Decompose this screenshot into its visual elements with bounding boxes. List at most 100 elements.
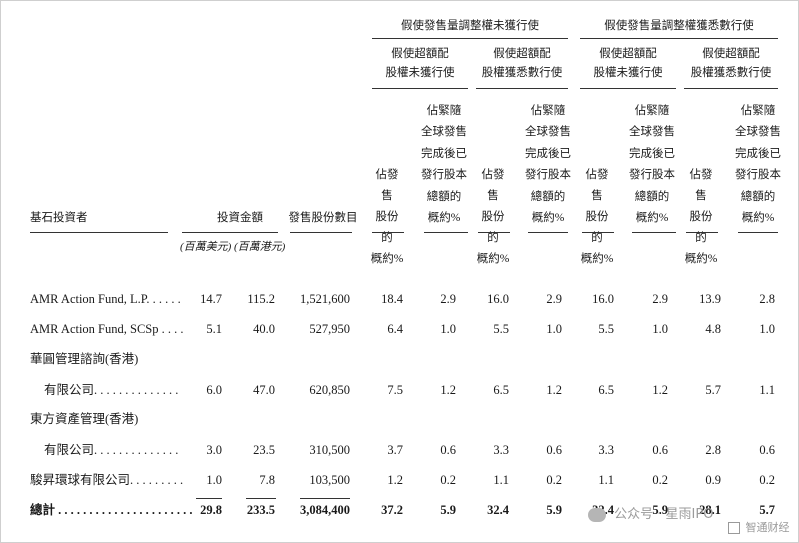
rule-investment (182, 232, 278, 233)
cell-pct: 0.2 (652, 473, 668, 487)
rule-sub-3 (580, 88, 676, 89)
cell-pct: 2.8 (759, 292, 775, 306)
col-pct-offer-3: 佔發售 股份的 概約% (580, 169, 614, 265)
col-shares: 發售股份數目 (288, 212, 358, 224)
cell-pct: 0.6 (546, 443, 562, 457)
col-pct-offer-4: 佔發售 股份的 概約% (684, 169, 718, 265)
cell-pct: 1.2 (440, 383, 456, 397)
cell-hkd: 47.0 (253, 383, 275, 397)
cell-pct: 1.1 (759, 383, 775, 397)
cell-pct: 5.7 (705, 383, 721, 397)
cell-pct: 1.1 (598, 473, 614, 487)
cell-pct: 5.5 (598, 322, 614, 336)
cell-pct: 2.9 (440, 292, 456, 306)
col-investment: 投資金額 (217, 212, 263, 224)
cell-pct: 0.2 (546, 473, 562, 487)
cell-pct: 16.0 (487, 292, 509, 306)
logo-icon (728, 522, 740, 534)
unit-hkd: (百萬港元) (234, 241, 286, 253)
cell-pct: 4.8 (705, 322, 721, 336)
subheader-overallot-full-2: 假使超額配 股權獲悉數行使 (690, 48, 772, 79)
rule-c1 (372, 232, 404, 233)
cell-pct: 3.7 (387, 443, 403, 457)
rule-group-full (580, 38, 778, 39)
cell-pct: 2.9 (546, 292, 562, 306)
cell-pct: 0.6 (652, 443, 668, 457)
rule-total-top-shares (300, 498, 350, 499)
subheader-overallot-full-1: 假使超額配 股權獲悉數行使 (481, 48, 563, 79)
cell-pct: 5.5 (493, 322, 509, 336)
cell-pct: 1.2 (387, 473, 403, 487)
rule-c4 (528, 232, 568, 233)
cell-pct: 18.4 (381, 292, 403, 306)
rule-sub-2 (476, 88, 568, 89)
cell-pct: 3.3 (598, 443, 614, 457)
investor-name: AMR Action Fund, L.P. . . . . . (30, 292, 181, 306)
investor-name-line1: 東方資產管理(香港) (30, 412, 139, 426)
cell-hkd: 23.5 (253, 443, 275, 457)
cell-pct: 7.5 (387, 383, 403, 397)
cell-pct: 6.4 (387, 322, 403, 336)
cell-pct: 0.2 (759, 473, 775, 487)
logo-text: 智通财经 (745, 521, 790, 534)
group-header-fully-exercised: 假使發售量調整權獲悉數行使 (604, 20, 754, 32)
cell-hkd: 40.0 (253, 322, 275, 336)
cell-pct: 16.0 (592, 292, 614, 306)
investor-name: AMR Action Fund, SCSp . . . . (30, 322, 184, 336)
subheader-overallot-not-1: 假使超額配 股權未獲行使 (385, 48, 455, 79)
cell-shares: 620,850 (309, 383, 350, 397)
cell-pct: 6.5 (493, 383, 509, 397)
watermark-logo: 智通财经 (728, 519, 790, 535)
cell-hkd: 7.8 (259, 473, 275, 487)
rule-total-top-usd (196, 498, 222, 499)
cell-shares: 103,500 (309, 473, 350, 487)
cell-pct: 0.9 (705, 473, 721, 487)
total-pct: 37.2 (381, 503, 403, 517)
rule-total-top-hkd (246, 498, 276, 499)
col-pct-total-3: 佔緊隨 全球發售 完成後已 發行股本 總額的 概約% (629, 105, 675, 225)
cell-pct: 3.3 (493, 443, 509, 457)
total-pct: 5.7 (759, 503, 775, 517)
total-label: 總計 . . . . . . . . . . . . . . . . . . .… (30, 503, 193, 517)
cell-shares: 1,521,600 (300, 292, 350, 306)
col-pct-offer-1: 佔發售 股份的 概約% (370, 169, 404, 265)
cell-pct: 0.6 (440, 443, 456, 457)
rule-sub-1 (372, 88, 468, 89)
rule-shares (290, 232, 352, 233)
subheader-overallot-not-2: 假使超額配 股權未獲行使 (593, 48, 663, 79)
cell-pct: 1.2 (652, 383, 668, 397)
rule-c8 (738, 232, 778, 233)
total-pct: 32.4 (487, 503, 509, 517)
rule-c2 (424, 232, 468, 233)
cell-pct: 1.0 (759, 322, 775, 336)
investor-name: 有限公司. . . . . . . . . . . . . . (44, 443, 179, 457)
total-pct: 28.1 (699, 503, 721, 517)
cell-pct: 0.6 (759, 443, 775, 457)
total-usd: 29.8 (200, 503, 222, 517)
rule-sub-4 (684, 88, 778, 89)
cell-pct: 1.1 (493, 473, 509, 487)
rule-c3 (478, 232, 510, 233)
total-pct: 5.9 (546, 503, 562, 517)
col-investor: 基石投資者 (30, 212, 88, 224)
col-pct-offer-2: 佔發售 股份的 概約% (476, 169, 510, 265)
wechat-icon (588, 507, 606, 522)
cell-usd: 1.0 (206, 473, 222, 487)
investor-name-line1: 華圓管理諮詢(香港) (30, 352, 139, 366)
cell-pct: 6.5 (598, 383, 614, 397)
total-hkd: 233.5 (246, 503, 275, 517)
col-pct-total-1: 佔緊隨 全球發售 完成後已 發行股本 總額的 概約% (421, 105, 467, 225)
cell-usd: 14.7 (200, 292, 222, 306)
cell-pct: 1.0 (652, 322, 668, 336)
cell-pct: 2.9 (652, 292, 668, 306)
investor-name: 有限公司. . . . . . . . . . . . . . (44, 383, 179, 397)
cell-pct: 1.2 (546, 383, 562, 397)
col-pct-total-2: 佔緊隨 全球發售 完成後已 發行股本 總額的 概約% (525, 105, 571, 225)
cell-shares: 527,950 (309, 322, 350, 336)
cell-usd: 5.1 (206, 322, 222, 336)
rule-group-not (372, 38, 568, 39)
cell-pct: 0.2 (440, 473, 456, 487)
watermark: 公众号 · 星雨IPO (588, 503, 713, 522)
cell-usd: 6.0 (206, 383, 222, 397)
rule-c7 (686, 232, 718, 233)
